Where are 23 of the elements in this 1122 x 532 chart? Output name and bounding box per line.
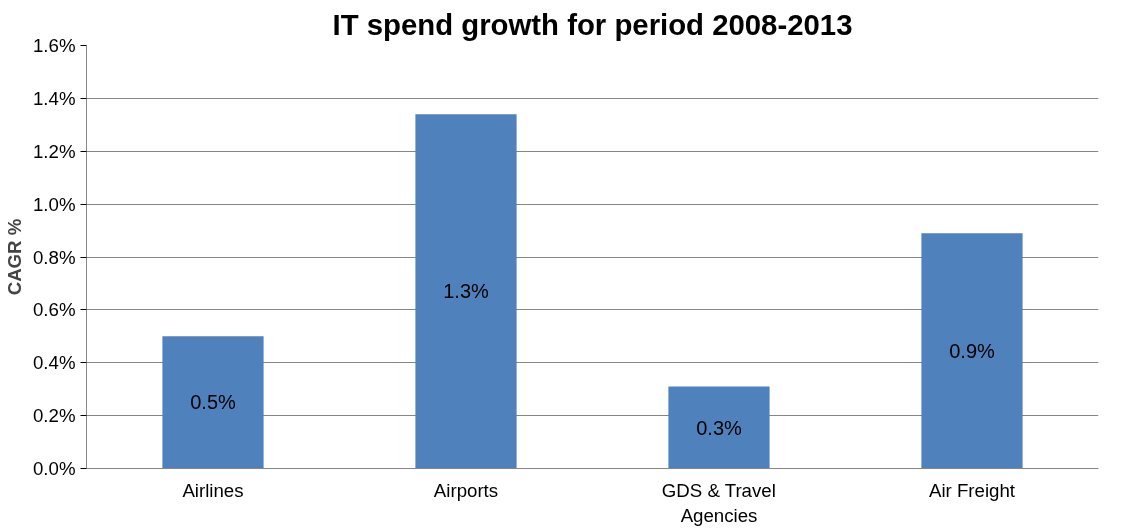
data-label: 0.5% — [190, 391, 237, 414]
y-tick-label: 1.0% — [32, 193, 76, 215]
y-tick-label: 1.2% — [32, 140, 76, 162]
x-tick-label: GDS & Travel Agencies — [661, 479, 776, 526]
y-tick-label: 0.4% — [32, 352, 76, 374]
x-tick-label: Air Freight — [928, 479, 1016, 501]
y-tick-label: 0.8% — [32, 246, 76, 268]
y-tick-label: 0.2% — [32, 405, 76, 427]
chart-title: IT spend growth for period 2008-2013 — [332, 7, 853, 41]
y-axis-title: CAGR % — [3, 218, 25, 296]
y-tick-label: 1.4% — [32, 87, 76, 109]
y-tick-label: 0.0% — [32, 458, 76, 479]
y-tick-label: 1.6% — [32, 35, 76, 56]
data-label: 1.3% — [443, 280, 490, 303]
y-tick-label: 0.6% — [32, 299, 76, 321]
bar — [921, 233, 1023, 469]
data-label: 0.9% — [949, 339, 996, 362]
bar — [162, 336, 264, 469]
x-tick-label: Airports — [433, 479, 499, 501]
data-label: 0.3% — [696, 416, 743, 439]
bar — [668, 386, 770, 469]
x-tick-label: Airlines — [182, 479, 244, 501]
bar — [415, 114, 517, 469]
